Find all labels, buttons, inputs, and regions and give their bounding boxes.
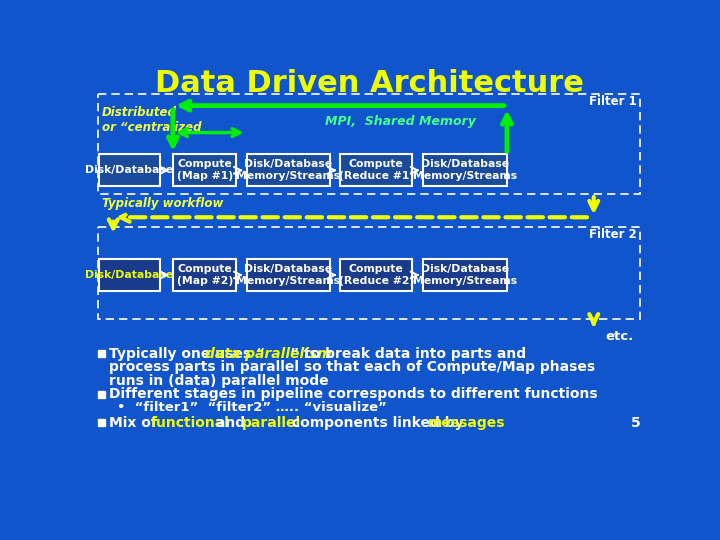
Text: process parts in parallel so that each of Compute/Map phases: process parts in parallel so that each o… <box>109 360 595 374</box>
Text: Disk/Database
Memory/Streams: Disk/Database Memory/Streams <box>413 159 517 181</box>
Bar <box>246 259 330 291</box>
Bar <box>341 259 413 291</box>
Text: Compute
(Reduce #1): Compute (Reduce #1) <box>338 159 414 181</box>
Text: messages: messages <box>428 416 505 430</box>
Text: •  “filter1”  “filter2” ….. “visualize”: • “filter1” “filter2” ….. “visualize” <box>117 401 387 414</box>
Text: Disk/Database
Memory/Streams: Disk/Database Memory/Streams <box>413 264 517 286</box>
Bar <box>99 154 160 186</box>
Bar <box>98 226 640 319</box>
Bar <box>98 391 104 398</box>
Text: Filter 1: Filter 1 <box>589 95 636 108</box>
Text: ” to break data into parts and: ” to break data into parts and <box>290 347 526 361</box>
Text: Typically one uses “: Typically one uses “ <box>109 347 266 361</box>
Text: and: and <box>212 416 251 430</box>
Text: etc.: etc. <box>606 330 634 343</box>
Text: functional: functional <box>150 416 229 430</box>
Text: Different stages in pipeline corresponds to different functions: Different stages in pipeline corresponds… <box>109 387 598 401</box>
Text: components linked by: components linked by <box>287 416 469 430</box>
Bar <box>98 420 104 426</box>
Text: runs in (data) parallel mode: runs in (data) parallel mode <box>109 374 329 388</box>
Text: parallel: parallel <box>242 416 301 430</box>
Text: MPI,  Shared Memory: MPI, Shared Memory <box>325 114 475 127</box>
Bar <box>98 94 640 194</box>
Bar <box>173 259 236 291</box>
Bar <box>423 259 507 291</box>
Text: Compute
(Map #2): Compute (Map #2) <box>176 264 233 286</box>
Text: Mix of: Mix of <box>109 416 162 430</box>
Text: Disk/Database
Memory/Streams: Disk/Database Memory/Streams <box>236 264 341 286</box>
Bar <box>99 259 160 291</box>
Text: 5: 5 <box>631 416 640 430</box>
Bar <box>423 154 507 186</box>
Bar <box>341 154 413 186</box>
Text: Disk/Database
Memory/Streams: Disk/Database Memory/Streams <box>236 159 341 181</box>
Text: Data Driven Architecture: Data Driven Architecture <box>155 69 583 98</box>
Bar <box>98 350 104 357</box>
Text: Compute
(Map #1): Compute (Map #1) <box>176 159 233 181</box>
Text: Distributed
or “centralized: Distributed or “centralized <box>102 106 201 134</box>
Text: Filter 2: Filter 2 <box>589 228 636 241</box>
Text: data parallelism: data parallelism <box>204 347 331 361</box>
Text: Compute
(Reduce #2): Compute (Reduce #2) <box>338 264 414 286</box>
Bar <box>173 154 236 186</box>
Text: Typically workflow: Typically workflow <box>102 197 223 210</box>
Text: Disk/Database: Disk/Database <box>86 270 174 280</box>
Text: Disk/Database: Disk/Database <box>86 165 174 176</box>
Bar <box>246 154 330 186</box>
